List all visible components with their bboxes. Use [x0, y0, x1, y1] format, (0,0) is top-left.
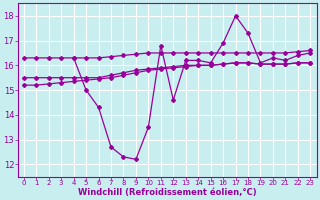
X-axis label: Windchill (Refroidissement éolien,°C): Windchill (Refroidissement éolien,°C)	[78, 188, 256, 197]
